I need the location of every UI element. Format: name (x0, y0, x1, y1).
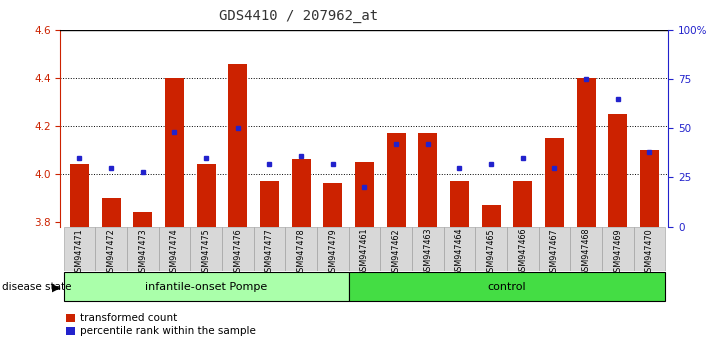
Bar (70, 164, 89, 227)
Bar (507, 227, 538, 271)
Text: GSM947479: GSM947479 (328, 228, 337, 276)
Bar (324, 183, 342, 227)
Bar (63, 227, 95, 271)
Text: GSM947463: GSM947463 (423, 228, 432, 276)
Bar (348, 273, 665, 301)
Bar (418, 133, 437, 227)
Text: control: control (488, 282, 526, 292)
Bar (133, 212, 152, 227)
Bar (387, 133, 405, 227)
Text: ▶: ▶ (52, 282, 60, 292)
Text: GSM947465: GSM947465 (486, 228, 496, 276)
Bar (513, 181, 533, 227)
Bar (538, 227, 570, 271)
Bar (481, 205, 501, 227)
Bar (412, 227, 444, 271)
Text: GSM947461: GSM947461 (360, 228, 369, 276)
Bar (640, 150, 659, 227)
Text: GSM947473: GSM947473 (138, 228, 147, 276)
Bar (602, 227, 634, 271)
Bar (545, 138, 564, 227)
Text: GSM947475: GSM947475 (202, 228, 210, 276)
Bar (317, 227, 348, 271)
Bar (222, 227, 254, 271)
Bar (127, 227, 159, 271)
Bar (450, 181, 469, 227)
Bar (159, 227, 191, 271)
Bar (380, 227, 412, 271)
Legend: transformed count, percentile rank within the sample: transformed count, percentile rank withi… (65, 313, 256, 336)
Bar (577, 78, 596, 227)
Text: GSM947469: GSM947469 (613, 228, 622, 276)
Bar (570, 227, 602, 271)
Text: GSM947462: GSM947462 (392, 228, 400, 276)
Text: GSM947476: GSM947476 (233, 228, 242, 276)
Bar (191, 227, 222, 271)
Text: GSM947467: GSM947467 (550, 228, 559, 276)
Bar (285, 227, 317, 271)
Text: GSM947471: GSM947471 (75, 228, 84, 276)
Bar (634, 227, 665, 271)
Bar (292, 159, 311, 227)
Bar (254, 227, 285, 271)
Bar (228, 64, 247, 227)
Text: GDS4410 / 207962_at: GDS4410 / 207962_at (219, 9, 378, 23)
Bar (444, 227, 475, 271)
Bar (102, 198, 121, 227)
Text: GSM947478: GSM947478 (296, 228, 306, 276)
Text: GSM947466: GSM947466 (518, 228, 527, 276)
Text: infantile-onset Pompe: infantile-onset Pompe (145, 282, 267, 292)
Text: GSM947474: GSM947474 (170, 228, 179, 276)
Bar (165, 78, 184, 227)
Text: GSM947464: GSM947464 (455, 228, 464, 276)
Bar (475, 227, 507, 271)
Text: GSM947477: GSM947477 (265, 228, 274, 276)
Bar (348, 227, 380, 271)
Text: GSM947470: GSM947470 (645, 228, 654, 276)
Text: disease state: disease state (2, 282, 72, 292)
Bar (260, 181, 279, 227)
Text: GSM947468: GSM947468 (582, 228, 591, 276)
Bar (63, 273, 348, 301)
Text: GSM947472: GSM947472 (107, 228, 116, 276)
Bar (196, 164, 215, 227)
Bar (608, 114, 627, 227)
Bar (95, 227, 127, 271)
Bar (355, 162, 374, 227)
